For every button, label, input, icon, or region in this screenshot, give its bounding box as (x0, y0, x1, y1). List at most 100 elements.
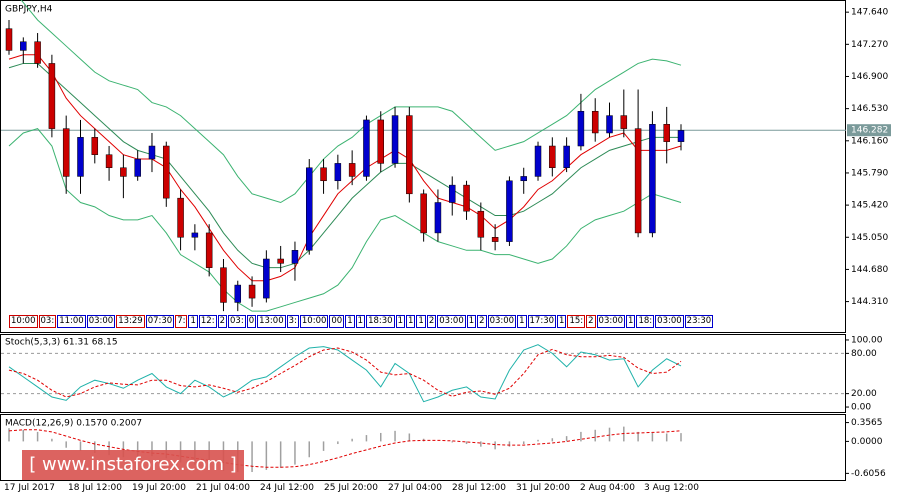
candle-body (634, 128, 642, 234)
y-tick-label: 0.3565 (851, 418, 883, 428)
x-tick-label: 19 Jul 20:00 (132, 483, 186, 493)
event-label: 13:29 (116, 315, 145, 328)
candle-body (234, 284, 242, 303)
event-label: 03:00 (437, 315, 466, 328)
x-tick-label: 17 Jul 2017 (4, 483, 55, 493)
event-label: 10:00 (299, 315, 329, 328)
event-label: 2 (477, 315, 487, 328)
watermark: [ www.instaforex.com ] (22, 450, 244, 480)
y-tick-label: 80.00 (851, 349, 877, 359)
candle-body (77, 137, 84, 177)
y-tick-label: 146.160 (851, 136, 888, 146)
candle-body (606, 115, 613, 134)
event-label: 17:30 (527, 315, 557, 328)
y-tick-label: 0.0000 (851, 437, 883, 447)
event-label: 00 (329, 315, 345, 328)
upper-band (20, 0, 682, 204)
candle-body (177, 197, 184, 238)
event-label: 1 (405, 315, 416, 328)
x-tick-label: 2 Aug 04:00 (580, 483, 635, 493)
candle-body (577, 110, 585, 147)
event-label: 11:00 (57, 315, 86, 328)
event-label: 2 (586, 315, 596, 328)
x-tick-label: 18 Jul 12:00 (68, 483, 122, 493)
event-label: 03: (228, 315, 246, 328)
main-frame (0, 0, 846, 333)
candle-body (377, 119, 384, 164)
candle-body (148, 145, 156, 160)
candle-body (5, 28, 13, 51)
candle-body (491, 237, 499, 242)
candle-body (620, 115, 628, 129)
event-label: 1 (188, 315, 198, 328)
x-tick-label: 25 Jul 20:00 (324, 483, 378, 493)
candle-body (477, 210, 485, 238)
candle-body (563, 145, 570, 168)
candle-body (134, 158, 141, 177)
candle-body (391, 115, 399, 164)
candle-body (663, 124, 670, 142)
candle-body (105, 154, 113, 168)
candle-body (434, 202, 442, 234)
x-tick-label: 27 Jul 04:00 (388, 483, 442, 493)
y-tick-label: 100.00 (851, 335, 883, 345)
event-label: 18:30 (366, 315, 395, 328)
candle-body (91, 137, 99, 155)
candle-body (291, 250, 299, 264)
event-label: 03:00 (86, 315, 116, 328)
candle-body (334, 163, 342, 182)
event-label: 03:00 (487, 315, 517, 328)
event-label: 1 (626, 315, 636, 328)
event-label: 13:00 (257, 315, 286, 328)
event-labels: 10:00 03: 11:00 03:00 13:29 07:30 7: 1 12: 2 03: 0 1… (9, 315, 714, 328)
current-price-box (847, 124, 891, 137)
x-axis-labels: 17 Jul 2017 18 Jul 12:00 19 Jul 20:00 21 Ju… (4, 483, 708, 493)
event-label: 18: (636, 315, 655, 328)
y-tick-label: 145.420 (851, 201, 888, 211)
candle-body (306, 167, 313, 251)
event-label: 23:30 (684, 315, 714, 328)
event-label: 1 (345, 315, 355, 328)
candle-body (248, 284, 256, 299)
macd-frame (0, 414, 846, 481)
event-label: 12: (198, 315, 217, 328)
y-tick-label: -0.6056 (851, 469, 886, 479)
event-label: 03: (38, 315, 57, 328)
candle-body (520, 176, 527, 182)
y-tick-label: 145.790 (851, 168, 888, 178)
candle-body (120, 167, 127, 177)
candle-body (34, 41, 41, 64)
candle-body (363, 119, 370, 177)
event-label: 7: (175, 315, 188, 328)
y-tick-label: 147.270 (851, 40, 888, 50)
candle-body (549, 145, 556, 168)
event-label: 07:30 (145, 315, 175, 328)
candle-body (534, 145, 542, 177)
candle-body (205, 232, 213, 268)
event-label: 15: (567, 315, 586, 328)
candle-body (20, 41, 27, 51)
candle-body (277, 258, 284, 264)
candle-body (62, 128, 70, 177)
macd-label: MACD(12,26,9) 0.1570 0.2007 (5, 419, 142, 429)
event-label: 1 (557, 315, 567, 328)
event-label: 03:00 (596, 315, 626, 328)
event-label: 03:00 (655, 315, 684, 328)
event-label: 1 (395, 315, 405, 328)
event-label: 1 (517, 315, 527, 328)
y-tick-label: 147.640 (851, 8, 888, 18)
stoch-main (8, 344, 682, 403)
candle-body (420, 193, 427, 234)
x-tick-label: 31 Jul 20:00 (516, 483, 570, 493)
stoch-signal (8, 347, 682, 398)
y-tick-label: 144.310 (851, 297, 888, 307)
y-tick-label: 146.530 (851, 104, 888, 114)
y-tick-label: 144.680 (851, 265, 888, 275)
middle-band (8, 62, 681, 269)
event-label: 10:00 (9, 315, 38, 328)
candle-body (220, 267, 227, 303)
candle-body (348, 163, 356, 177)
y-tick-label: 0.00 (851, 403, 871, 413)
candle-body (320, 167, 327, 182)
